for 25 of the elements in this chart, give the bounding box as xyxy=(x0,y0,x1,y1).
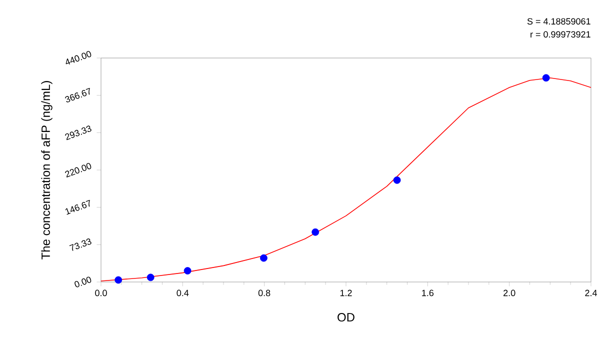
point xyxy=(393,176,401,184)
x-tick-label: 1.6 xyxy=(422,290,434,296)
text: S = 4.18859061 xyxy=(527,18,590,25)
x-tick-label: 1.2 xyxy=(340,290,352,296)
y-tick-label: 73.33 xyxy=(69,238,92,251)
point xyxy=(114,276,122,284)
point xyxy=(184,267,192,274)
y-tick-label: 220.00 xyxy=(65,162,92,178)
x-tick-label: 0.4 xyxy=(176,290,189,296)
point xyxy=(146,274,154,282)
x-tick-label: 0.8 xyxy=(258,290,270,296)
y-tick-label: 366.67 xyxy=(65,88,90,102)
point xyxy=(260,254,268,262)
x-tick-label: 0.0 xyxy=(95,290,107,296)
y-tick-label: 146.67 xyxy=(65,200,90,215)
point xyxy=(312,228,320,236)
y-axis-title: The concentration of aFP (ng/mL) xyxy=(41,81,52,260)
x-tick-label: 2.4 xyxy=(585,290,597,296)
x-axis-title: OD xyxy=(338,313,354,322)
y-tick-label: 0.00 xyxy=(74,276,92,288)
y-tick-label: 440.00 xyxy=(66,50,92,65)
text: r = 0.99973921 xyxy=(530,31,590,38)
point xyxy=(542,74,550,82)
x-tick-label: 2.0 xyxy=(504,290,516,296)
y-tick-label: 293.33 xyxy=(65,126,92,140)
